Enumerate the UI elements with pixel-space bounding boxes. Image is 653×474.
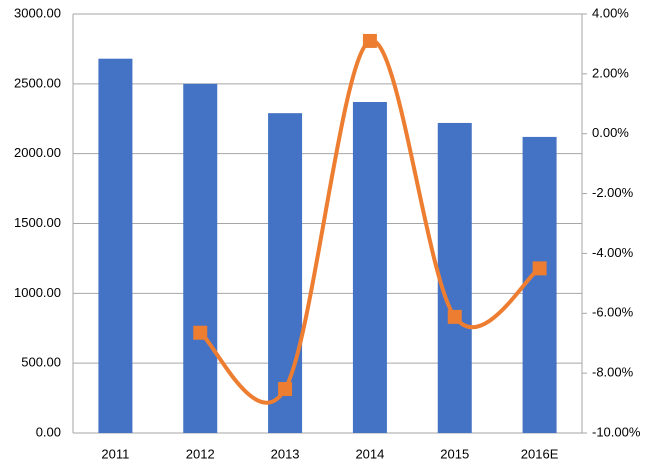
y2-tick-label: -4.00% bbox=[592, 245, 634, 260]
bar bbox=[522, 136, 557, 433]
x-tick-label: 2012 bbox=[186, 446, 215, 461]
y-tick-label: 0.00 bbox=[36, 424, 61, 439]
x-tick-label: 2013 bbox=[271, 446, 300, 461]
y-tick-label: 2500.00 bbox=[14, 75, 61, 90]
y2-tick-label: -6.00% bbox=[592, 305, 634, 320]
y2-tick-label: -2.00% bbox=[592, 185, 634, 200]
x-tick-label: 2016E bbox=[521, 446, 559, 461]
bar bbox=[183, 83, 218, 433]
bar bbox=[437, 122, 472, 433]
y2-tick-label: 0.00% bbox=[592, 125, 629, 140]
y2-tick-label: -8.00% bbox=[592, 365, 634, 380]
y2-tick-label: -10.00% bbox=[592, 424, 641, 439]
line-marker bbox=[193, 325, 208, 340]
y-tick-label: 3000.00 bbox=[14, 5, 61, 20]
y-tick-label: 500.00 bbox=[21, 355, 61, 370]
bar bbox=[268, 113, 303, 433]
y-tick-label: 1000.00 bbox=[14, 285, 61, 300]
bar bbox=[98, 58, 133, 434]
y2-tick-label: 4.00% bbox=[592, 5, 629, 20]
x-tick-label: 2015 bbox=[440, 446, 469, 461]
x-tick-label: 2014 bbox=[355, 446, 384, 461]
line-marker bbox=[447, 309, 462, 324]
y-tick-label: 1500.00 bbox=[14, 215, 61, 230]
y2-tick-label: 2.00% bbox=[592, 65, 629, 80]
bar bbox=[352, 101, 387, 434]
line-marker bbox=[362, 33, 377, 48]
line-marker bbox=[532, 261, 547, 276]
y-tick-label: 2000.00 bbox=[14, 145, 61, 160]
x-tick-label: 2011 bbox=[101, 446, 129, 461]
line-marker bbox=[278, 382, 293, 397]
